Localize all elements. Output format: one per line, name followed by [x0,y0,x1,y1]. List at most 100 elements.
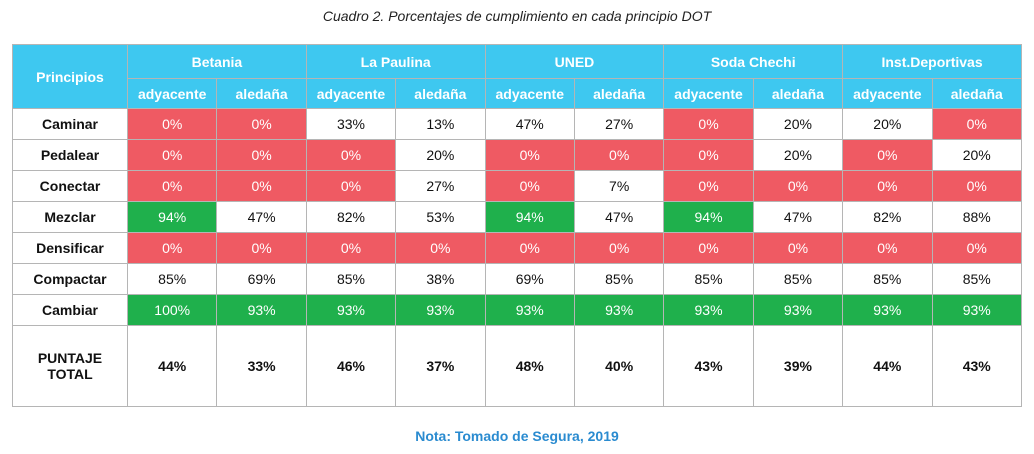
value-cell: 69% [216,263,307,295]
subheader-adyacente: adyacente [663,78,754,109]
value-cell: 0% [931,232,1023,264]
source-note: Nota: Tomado de Segura, 2019 [415,428,619,444]
value-cell: 0% [126,139,218,171]
value-cell: 0% [216,108,307,140]
value-cell: 0% [126,232,218,264]
value-cell: 20% [395,139,486,171]
total-cell: 43% [931,325,1023,407]
value-cell: 0% [395,232,486,264]
value-cell: 0% [752,170,844,202]
row-label: Mezclar [12,201,128,233]
value-cell: 7% [573,170,665,202]
value-cell: 0% [931,170,1023,202]
value-cell: 85% [752,263,844,295]
table-body: Caminar 0% 0% 33% 13% 47% 27% 0% 20% 20% 0% Pedalea… [12,108,1023,326]
total-cell: 44% [126,325,218,407]
table-caption: Cuadro 2. Porcentajes de cumplimiento en… [322,8,712,24]
value-cell: 93% [663,294,754,326]
total-cell: 37% [395,325,486,407]
table-row: Caminar 0% 0% 33% 13% 47% 27% 0% 20% 20% 0% [12,108,1023,140]
value-cell: 93% [573,294,665,326]
total-cell: 33% [216,325,307,407]
value-cell: 94% [663,201,754,233]
principles-header: Principios [12,44,128,109]
row-label: Pedalear [12,139,128,171]
value-cell: 85% [842,263,933,295]
group-header-betania: Betania [127,44,307,79]
total-label-line2: TOTAL [47,366,93,382]
value-cell: 85% [126,263,218,295]
value-cell: 0% [305,232,397,264]
row-label: Densificar [12,232,128,264]
total-cell: 40% [573,325,665,407]
value-cell: 93% [216,294,307,326]
value-cell: 47% [752,201,844,233]
subheader-aledana: aledaña [573,78,665,109]
value-cell: 100% [126,294,218,326]
value-cell: 0% [216,139,307,171]
value-cell: 0% [663,170,754,202]
subheader-adyacente: adyacente [305,78,397,109]
group-header-soda-chechi: Soda Chechi [663,44,844,79]
value-cell: 47% [216,201,307,233]
row-label: Conectar [12,170,128,202]
value-cell: 0% [216,232,307,264]
row-label: Compactar [12,263,128,295]
value-cell: 0% [484,170,575,202]
value-cell: 0% [931,108,1023,140]
value-cell: 0% [305,139,397,171]
total-cell: 39% [752,325,844,407]
value-cell: 13% [395,108,486,140]
value-cell: 27% [395,170,486,202]
value-cell: 20% [752,108,844,140]
value-cell: 0% [663,139,754,171]
total-cell: 43% [663,325,754,407]
value-cell: 47% [573,201,665,233]
total-row: PUNTAJE TOTAL 44% 33% 46% 37% 48% 40% 43… [12,325,1023,407]
value-cell: 93% [842,294,933,326]
total-label: PUNTAJE TOTAL [12,325,128,407]
value-cell: 93% [752,294,844,326]
value-cell: 0% [126,108,218,140]
value-cell: 94% [126,201,218,233]
subheader-aledana: aledaña [216,78,307,109]
subheader-aledana: aledaña [752,78,844,109]
value-cell: 82% [305,201,397,233]
value-cell: 85% [663,263,754,295]
value-cell: 47% [484,108,575,140]
value-cell: 53% [395,201,486,233]
group-header-la-paulina: La Paulina [305,44,486,79]
value-cell: 85% [931,263,1023,295]
value-cell: 85% [573,263,665,295]
value-cell: 0% [663,108,754,140]
value-cell: 69% [484,263,575,295]
subheader-aledana: aledaña [931,78,1023,109]
table-row: Compactar 85% 69% 85% 38% 69% 85% 85% 85% 85% 85% [12,263,1023,295]
value-cell: 94% [484,201,575,233]
row-label: Caminar [12,108,128,140]
total-cell: 48% [484,325,575,407]
value-cell: 0% [663,232,754,264]
table-row: Cambiar 100% 93% 93% 93% 93% 93% 93% 93% 93% 93% [12,294,1023,326]
value-cell: 0% [484,139,575,171]
value-cell: 93% [395,294,486,326]
value-cell: 0% [484,232,575,264]
value-cell: 0% [573,232,665,264]
value-cell: 93% [931,294,1023,326]
total-cell: 46% [305,325,397,407]
table-row: Conectar 0% 0% 0% 27% 0% 7% 0% 0% 0% 0% [12,170,1023,202]
subheader-adyacente: adyacente [484,78,575,109]
table-row: Mezclar 94% 47% 82% 53% 94% 47% 94% 47% 82% 88% [12,201,1023,233]
value-cell: 88% [931,201,1023,233]
total-cell: 44% [842,325,933,407]
table-row: Densificar 0% 0% 0% 0% 0% 0% 0% 0% 0% 0% [12,232,1023,264]
value-cell: 38% [395,263,486,295]
total-label-line1: PUNTAJE [37,350,103,366]
value-cell: 0% [842,170,933,202]
value-cell: 20% [931,139,1023,171]
value-cell: 27% [573,108,665,140]
value-cell: 0% [752,232,844,264]
value-cell: 85% [305,263,397,295]
subheader-adyacente: adyacente [842,78,933,109]
subheader-adyacente: adyacente [126,78,218,109]
